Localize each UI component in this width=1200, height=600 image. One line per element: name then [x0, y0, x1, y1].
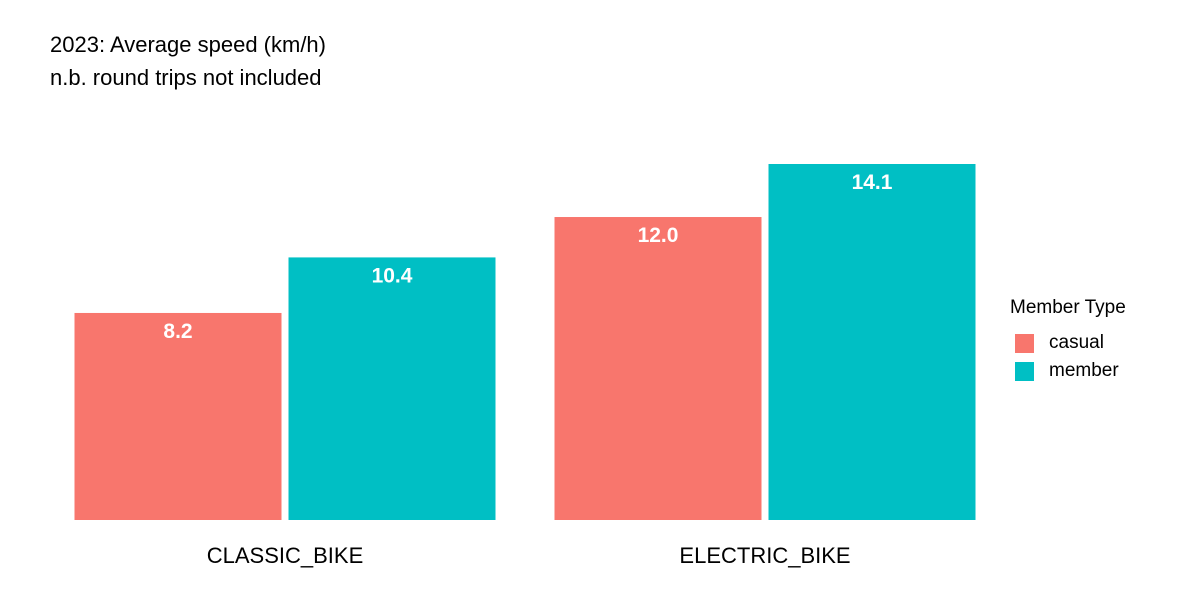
legend-swatch-casual [1015, 333, 1034, 353]
legend: Member Type casual member [1010, 296, 1126, 385]
data-label-casual-electric_bike: 12.0 [638, 224, 679, 247]
x-tick-label: CLASSIC_BIKE [207, 543, 364, 568]
legend-label-member: member [1049, 360, 1119, 381]
legend-swatch-member [1015, 361, 1034, 381]
bar-casual-classic_bike [74, 312, 282, 520]
x-tick-label: ELECTRIC_BIKE [679, 543, 850, 568]
chart-title: 2023: Average speed (km/h) [50, 32, 326, 57]
bar-member-electric_bike [768, 164, 976, 520]
data-label-member-electric_bike: 14.1 [852, 171, 893, 194]
chart-subtitle: n.b. round trips not included [50, 65, 322, 90]
legend-item-member: member [1010, 357, 1126, 385]
legend-label-casual: casual [1049, 332, 1104, 353]
bar-casual-electric_bike [554, 217, 762, 520]
data-label-member-classic_bike: 10.4 [372, 264, 413, 287]
data-label-casual-classic_bike: 8.2 [163, 320, 192, 343]
legend-title: Member Type [1010, 297, 1126, 318]
bar-member-classic_bike [288, 257, 496, 520]
legend-item-casual: casual [1010, 329, 1126, 357]
